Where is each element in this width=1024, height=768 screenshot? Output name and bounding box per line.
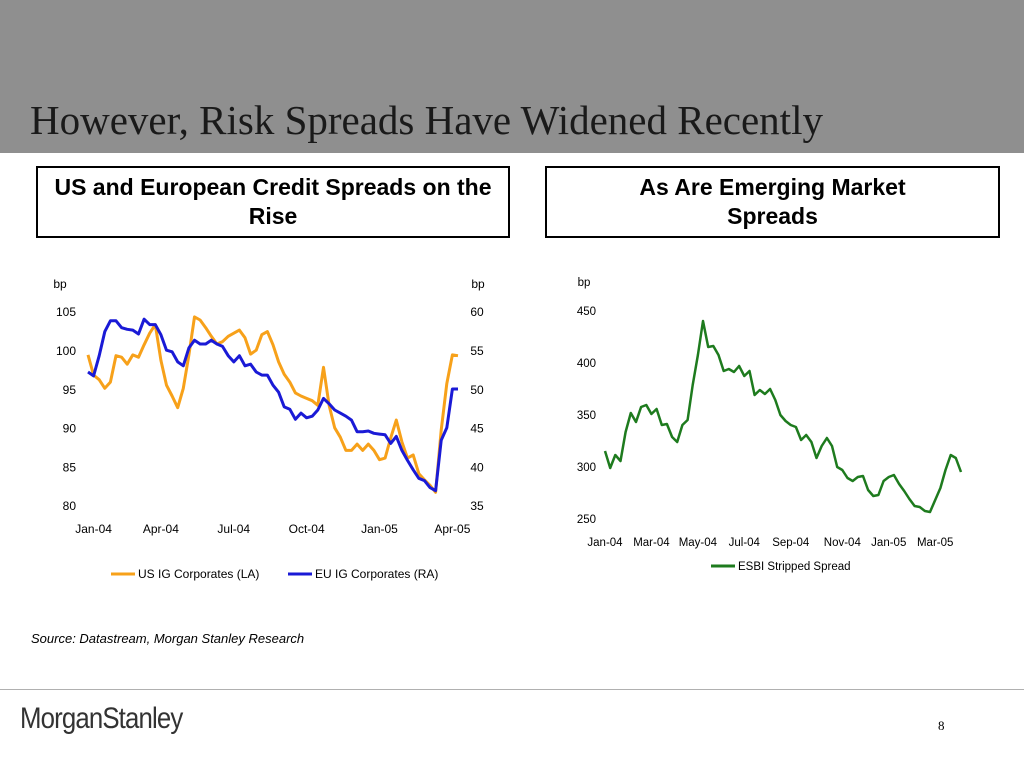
y-tick-label: 90 [63, 422, 77, 436]
x-tick-label: Nov-04 [824, 537, 862, 549]
x-tick-label: Jul-04 [217, 522, 250, 536]
x-tick-label: Mar-05 [917, 537, 953, 549]
y2-tick-label: 50 [470, 383, 484, 397]
y-tick-label: 80 [63, 499, 77, 513]
series-line [603, 319, 963, 514]
series-line [86, 315, 459, 494]
x-tick-label: Mar-04 [633, 537, 670, 549]
x-tick-label: Jan-05 [871, 537, 906, 549]
legend-label: ESBI Stripped Spread [738, 561, 851, 573]
x-tick-label: May-04 [679, 537, 718, 549]
y-tick-label: 95 [63, 383, 77, 397]
y-axis-label: bp [578, 277, 591, 289]
source-note: Source: Datastream, Morgan Stanley Resea… [31, 631, 305, 646]
y-tick-label: 350 [577, 410, 596, 422]
x-tick-label: Jan-05 [361, 522, 398, 536]
chart-heading: US and European Credit Spreads on the Ri… [36, 166, 510, 238]
chart-heading: As Are Emerging Market Spreads [545, 166, 1000, 238]
header-band [0, 0, 1024, 153]
logo: MorganStanley [20, 702, 183, 735]
x-tick-label: Jul-04 [729, 537, 761, 549]
footer-rule [0, 689, 1024, 690]
y-tick-label: 100 [56, 344, 76, 358]
legend-label: EU IG Corporates (RA) [315, 567, 438, 581]
x-tick-label: Sep-04 [772, 537, 810, 549]
slide-title: However, Risk Spreads Have Widened Recen… [30, 97, 823, 143]
y2-tick-label: 45 [470, 422, 484, 436]
legend-label: US IG Corporates (LA) [138, 567, 259, 581]
y-axis-label: bp [53, 277, 67, 291]
y-tick-label: 85 [63, 460, 77, 474]
y-tick-label: 400 [577, 358, 596, 370]
y2-tick-label: 40 [470, 460, 484, 474]
x-tick-label: Jan-04 [75, 522, 112, 536]
x-tick-label: Oct-04 [289, 522, 325, 536]
y2-tick-label: 35 [470, 499, 484, 513]
y-tick-label: 250 [577, 514, 596, 526]
y-tick-label: 105 [56, 305, 76, 319]
y-tick-label: 300 [577, 462, 596, 474]
page-number: 8 [938, 718, 945, 733]
x-tick-label: Apr-05 [434, 522, 470, 536]
series-line [87, 317, 458, 493]
y2-axis-label: bp [471, 277, 485, 291]
x-tick-label: Apr-04 [143, 522, 179, 536]
y2-tick-label: 55 [470, 344, 484, 358]
y-tick-label: 450 [577, 306, 596, 318]
x-tick-label: Jan-04 [587, 537, 623, 549]
y2-tick-label: 60 [470, 305, 484, 319]
